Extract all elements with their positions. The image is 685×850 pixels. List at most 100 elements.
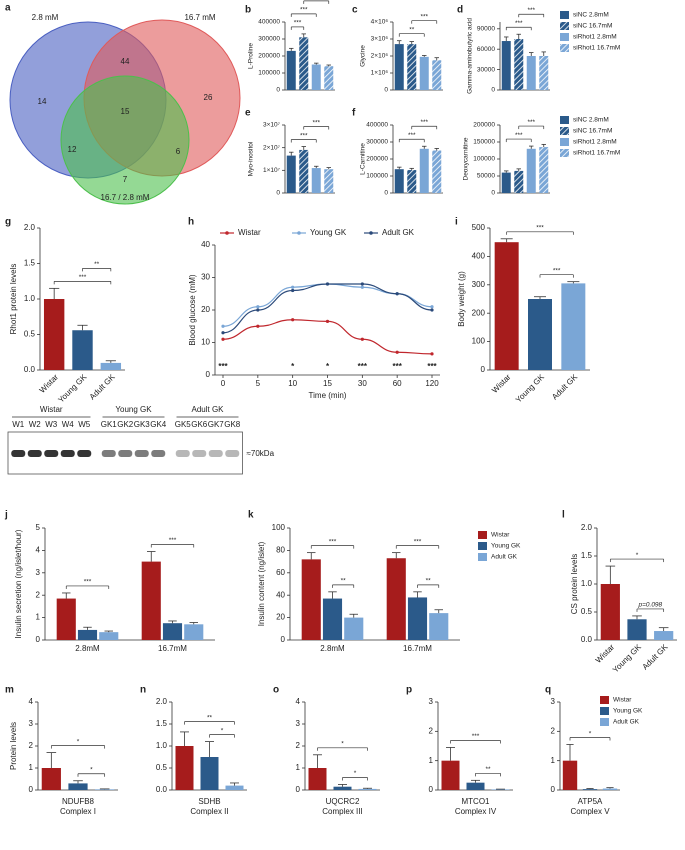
- bar: [394, 44, 404, 90]
- legend-label: siRhot1 2.8mM: [573, 34, 617, 41]
- sig-label: ***: [515, 20, 523, 27]
- blot-group-label: Young GK: [115, 405, 152, 414]
- venn-count: 26: [204, 93, 213, 102]
- blot-lane-label: GK8: [224, 420, 241, 429]
- y-axis-label: Myo-inositol: [248, 141, 255, 176]
- point: [256, 324, 260, 328]
- y-tick-label: 200000: [473, 122, 495, 129]
- legend-swatch: [478, 553, 487, 561]
- sig-label: ***: [527, 119, 535, 126]
- y-axis-label: Deoxycarnitine: [463, 137, 470, 180]
- sig-label: *: [636, 552, 639, 559]
- bar: [72, 330, 93, 370]
- venn-count: 14: [38, 97, 47, 106]
- blot-band: [77, 450, 92, 457]
- blot-lane-label: W1: [12, 420, 25, 429]
- y-tick-label: 5: [36, 523, 41, 532]
- blot-band: [44, 450, 59, 457]
- y-tick-label: 1: [551, 756, 556, 765]
- x-tick-label: 0: [221, 379, 226, 388]
- bar: [526, 148, 536, 193]
- bar: [311, 64, 321, 90]
- x-axis-label: Time (min): [309, 391, 347, 400]
- y-tick-label: 50000: [477, 173, 495, 180]
- x-tick-label: 2.8mM: [75, 644, 100, 653]
- y-tick-label: 0: [384, 87, 388, 94]
- legend-label: Adult GK: [382, 228, 415, 237]
- sig-label: ***: [515, 132, 523, 139]
- blot-lane-label: GK1: [101, 420, 118, 429]
- point: [221, 331, 225, 335]
- bar: [539, 56, 549, 90]
- point: [256, 305, 260, 309]
- series-line: [222, 283, 433, 334]
- sig-label: *: [291, 362, 295, 371]
- sig-label: ***: [408, 132, 416, 139]
- point: [325, 282, 330, 286]
- y-tick-label: 1.5: [156, 719, 168, 728]
- y-tick-label: 4: [29, 697, 34, 706]
- bar: [200, 757, 219, 790]
- sig-label: ***: [358, 362, 368, 371]
- y-tick-label: 10: [201, 338, 210, 347]
- legend-swatch: [600, 696, 609, 704]
- blot-lane-label: GK3: [134, 420, 151, 429]
- y-tick-label: 30: [201, 273, 210, 282]
- point: [360, 282, 364, 286]
- sig-label: ***: [420, 13, 428, 20]
- y-tick-label: 0: [429, 785, 434, 794]
- sig-label: *: [77, 738, 80, 745]
- blot-lane-label: W2: [29, 420, 42, 429]
- venn-count: 7: [123, 175, 128, 184]
- y-tick-label: 4: [36, 546, 41, 555]
- y-tick-label: 2: [36, 590, 41, 599]
- y-tick-label: 0.0: [581, 635, 593, 644]
- legend-label: siNC 16.7mM: [573, 128, 612, 135]
- x-axis-label: Complex I: [60, 807, 96, 816]
- y-tick-label: 100000: [473, 156, 495, 163]
- legend-label: siRhot1 16.7mM: [573, 45, 620, 52]
- blot-band: [208, 450, 223, 457]
- legend-label: Young GK: [310, 228, 347, 237]
- legend-swatch: [478, 542, 487, 550]
- bar: [299, 37, 309, 90]
- panel-label: k: [248, 510, 254, 521]
- y-tick-label: 500: [472, 223, 486, 232]
- bar: [514, 39, 524, 90]
- blot-group-label: Adult GK: [191, 405, 224, 414]
- y-tick-label: 2.0: [24, 223, 36, 232]
- y-axis-label: Body weight (g): [457, 271, 466, 327]
- y-axis-label: Glycine: [360, 45, 367, 67]
- y-axis-label: Insulin content (ng/islet): [257, 541, 266, 626]
- legend-label: siRhot1 16.7mM: [573, 150, 620, 157]
- bar: [514, 170, 524, 193]
- y-tick-label: 100: [472, 337, 486, 346]
- x-tick-label: Wistar: [594, 642, 617, 665]
- panel-label: g: [5, 217, 11, 228]
- y-tick-label: 0.5: [156, 763, 168, 772]
- legend-label: siNC 2.8mM: [573, 12, 609, 19]
- y-tick-label: 1.0: [581, 579, 593, 588]
- legend-label: Wistar: [238, 228, 261, 237]
- y-axis-label: L-Carnitine: [360, 143, 367, 175]
- legend-marker: [297, 231, 301, 235]
- blot-band: [134, 450, 149, 457]
- y-tick-label: 0: [281, 635, 286, 644]
- y-axis-label: CS protein levels: [570, 554, 579, 614]
- x-tick-label: 2.8mM: [320, 644, 345, 653]
- point: [395, 292, 399, 296]
- x-tick-label: 30: [358, 379, 367, 388]
- bar: [184, 624, 204, 640]
- sig-label: ***: [392, 362, 402, 371]
- y-tick-label: 2×10⁶: [371, 53, 389, 60]
- y-tick-label: 40: [276, 590, 285, 599]
- bar: [225, 785, 244, 790]
- bar: [539, 147, 549, 193]
- y-tick-label: 400000: [366, 122, 388, 129]
- y-axis-label: Rhot1 protein levels: [9, 264, 18, 335]
- legend-swatch: [478, 531, 487, 539]
- y-tick-label: 90000: [477, 26, 495, 33]
- sig-label: ***: [79, 274, 87, 281]
- bar: [562, 760, 578, 790]
- bar: [286, 50, 296, 90]
